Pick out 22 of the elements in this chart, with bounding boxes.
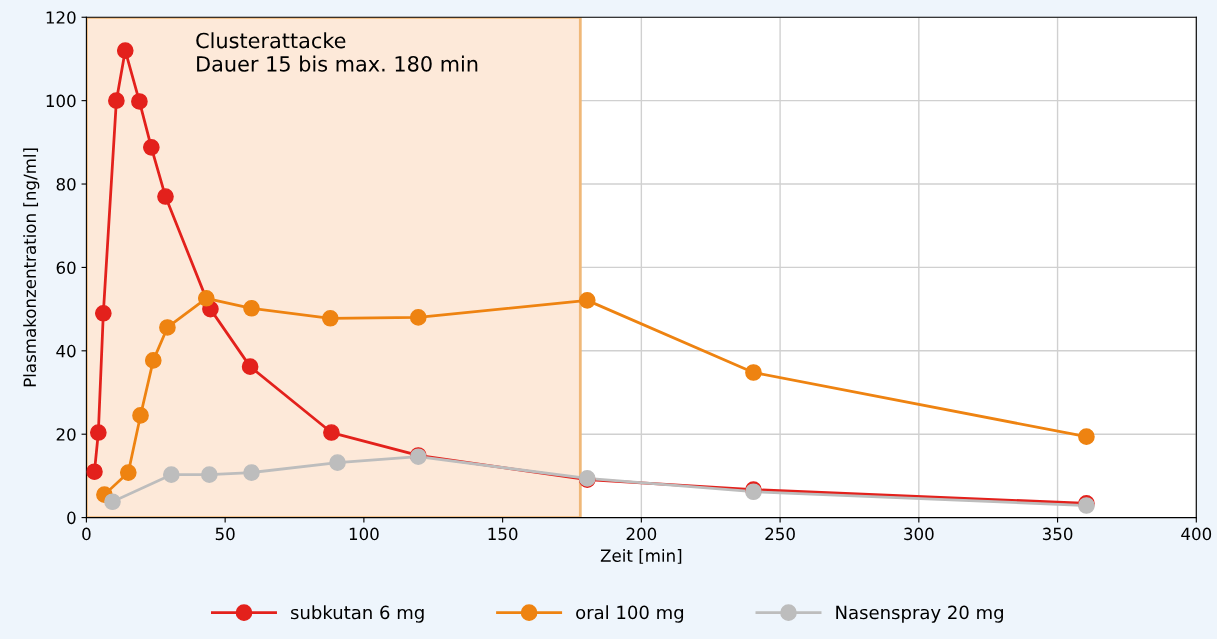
legend-label: Nasenspray 20 mg: [836, 605, 1003, 623]
y-tick-label: 100: [46, 94, 76, 108]
x-tick-label: 350: [1042, 527, 1073, 541]
y-axis-title: Plasmakonzentration [ng/ml]: [23, 148, 40, 387]
x-tick-label: 0: [82, 527, 91, 541]
x-tick-label: 200: [626, 527, 657, 541]
y-tick-label: 80: [56, 177, 76, 191]
legend-label: oral 100 mg: [576, 605, 684, 623]
x-tick-label: 250: [765, 527, 795, 541]
legend-label: subkutan 6 mg: [291, 605, 424, 623]
band-label: Clusterattacke Dauer 15 bis max. 180 min: [196, 32, 478, 72]
x-tick-label: 300: [904, 527, 934, 541]
x-tick-label: 150: [488, 527, 518, 541]
y-tick-label: 120: [46, 11, 76, 24]
x-tick-label: 100: [349, 527, 379, 541]
x-tick-label: 400: [1181, 527, 1212, 541]
y-tick-label: 20: [56, 428, 76, 441]
x-axis-title: Zeit [min]: [600, 549, 682, 564]
x-tick-label: 50: [215, 527, 235, 541]
y-tick-label: 60: [56, 261, 76, 274]
y-tick-label: 40: [56, 344, 76, 358]
y-tick-label: 0: [67, 511, 76, 525]
